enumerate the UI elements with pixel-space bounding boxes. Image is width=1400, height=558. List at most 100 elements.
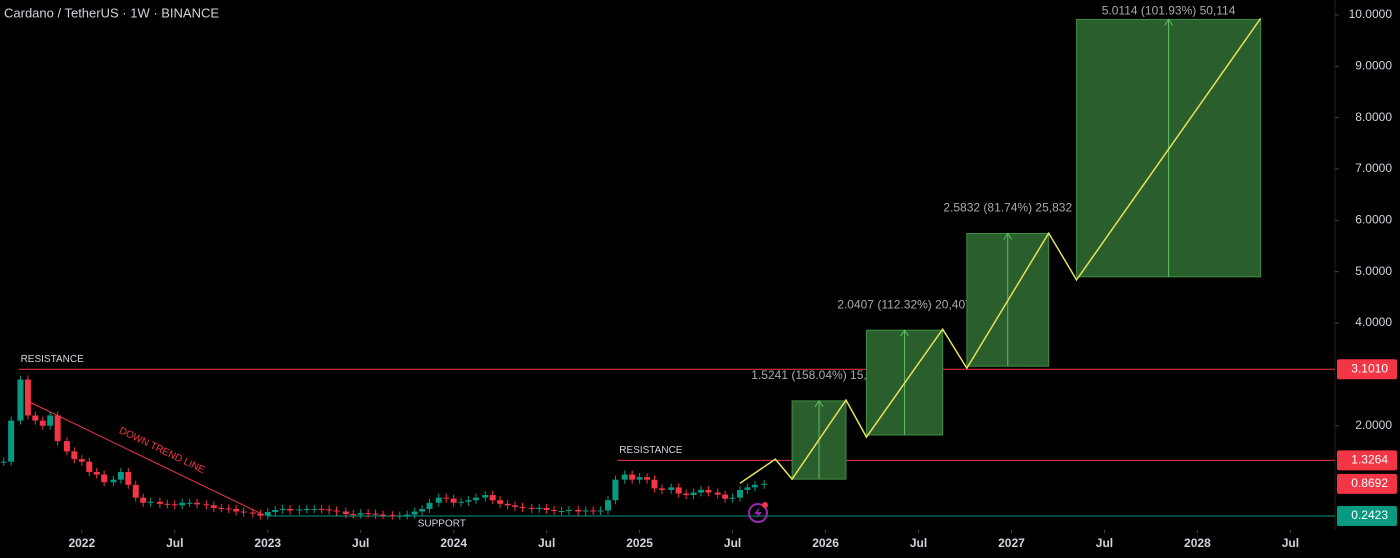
candle xyxy=(156,501,163,504)
x-tick-label: Jul xyxy=(910,536,927,550)
candle xyxy=(39,420,46,426)
box-label: 1.5241 (158.04%) 15,241 xyxy=(751,368,887,382)
alert-icon xyxy=(748,502,768,523)
y-tick-label: 9.0000 xyxy=(1355,58,1392,72)
x-tick-label: 2026 xyxy=(812,536,839,550)
candle xyxy=(372,513,379,515)
y-tick-label: 8.0000 xyxy=(1355,110,1392,124)
candle xyxy=(93,471,100,475)
price-label: 0.8692 xyxy=(1351,476,1388,490)
candle xyxy=(54,415,61,442)
y-tick-label: 6.0000 xyxy=(1355,212,1392,226)
chart-title: Cardano / TetherUS · 1W · BINANCE xyxy=(4,5,219,20)
price-label: 3.1010 xyxy=(1351,361,1388,375)
candle xyxy=(164,503,171,505)
candle xyxy=(357,513,364,515)
candle xyxy=(326,509,333,511)
candle xyxy=(71,451,78,460)
level-text: RESISTANCE xyxy=(21,354,84,365)
candle xyxy=(690,492,697,496)
candle xyxy=(101,474,108,483)
x-tick-label: 2028 xyxy=(1184,536,1211,550)
candle xyxy=(296,509,303,511)
candle xyxy=(489,495,496,501)
candle xyxy=(658,488,665,490)
candle xyxy=(32,415,39,421)
candle xyxy=(651,479,658,489)
candle xyxy=(722,494,729,499)
x-axis-bg xyxy=(0,530,1400,558)
box-arrow-head xyxy=(1164,18,1174,26)
candle xyxy=(140,497,147,503)
candle xyxy=(528,507,535,509)
box-label: 5.0114 (101.93%) 50,114 xyxy=(1102,4,1236,18)
candle xyxy=(597,510,604,512)
candle xyxy=(636,477,643,480)
candle xyxy=(482,495,489,498)
candle xyxy=(225,508,232,510)
candle xyxy=(147,501,154,503)
x-tick-label: 2027 xyxy=(998,536,1025,550)
x-tick-label: Jul xyxy=(538,536,555,550)
candle xyxy=(565,509,572,511)
candle xyxy=(543,507,550,510)
candle xyxy=(582,510,589,512)
y-tick-label: 2.0000 xyxy=(1355,418,1392,432)
y-tick-label: 7.0000 xyxy=(1355,161,1392,175)
candle xyxy=(194,502,201,505)
candle xyxy=(342,511,349,515)
candle xyxy=(497,500,504,504)
y-tick-label: 10.0000 xyxy=(1349,7,1393,21)
candle xyxy=(629,474,636,480)
candle xyxy=(729,497,736,499)
trend-line xyxy=(29,401,265,516)
candle xyxy=(287,508,294,511)
candle xyxy=(272,509,279,513)
candle xyxy=(411,511,418,515)
candle xyxy=(17,379,24,421)
box-arrow-head xyxy=(1003,232,1013,240)
candle xyxy=(612,479,619,501)
candle xyxy=(697,489,704,493)
candle xyxy=(675,487,682,494)
x-tick-label: 2025 xyxy=(626,536,653,550)
price-label: 1.3264 xyxy=(1351,453,1388,467)
candle xyxy=(458,501,465,503)
candle xyxy=(125,471,132,485)
candle xyxy=(249,512,256,514)
candle xyxy=(389,515,396,517)
candle xyxy=(761,483,768,485)
candle xyxy=(668,487,675,490)
candle xyxy=(117,471,124,480)
candle xyxy=(86,461,93,472)
candle xyxy=(396,515,403,517)
candle xyxy=(443,497,450,499)
candle xyxy=(404,514,411,516)
x-tick-label: 2023 xyxy=(254,536,281,550)
candle xyxy=(744,487,751,490)
candle xyxy=(472,497,479,501)
candle xyxy=(504,503,511,506)
x-tick-label: 2024 xyxy=(440,536,467,550)
candle xyxy=(551,509,558,511)
candle xyxy=(78,459,85,462)
candle xyxy=(426,502,433,509)
candle xyxy=(450,498,457,503)
candle xyxy=(435,497,442,503)
candle xyxy=(210,505,217,508)
candle xyxy=(705,489,712,493)
candle xyxy=(264,512,271,516)
price-label: 0.2423 xyxy=(1351,508,1388,522)
candle xyxy=(644,477,651,480)
candle xyxy=(536,507,543,509)
candle xyxy=(333,510,340,512)
price-label-bg xyxy=(1337,473,1397,494)
box-arrow-head xyxy=(814,399,824,408)
candle xyxy=(110,479,117,483)
candle xyxy=(683,493,690,496)
candle xyxy=(380,514,387,516)
box-label: 2.0407 (112.32%) 20,407 xyxy=(837,297,972,311)
candle xyxy=(303,508,310,510)
